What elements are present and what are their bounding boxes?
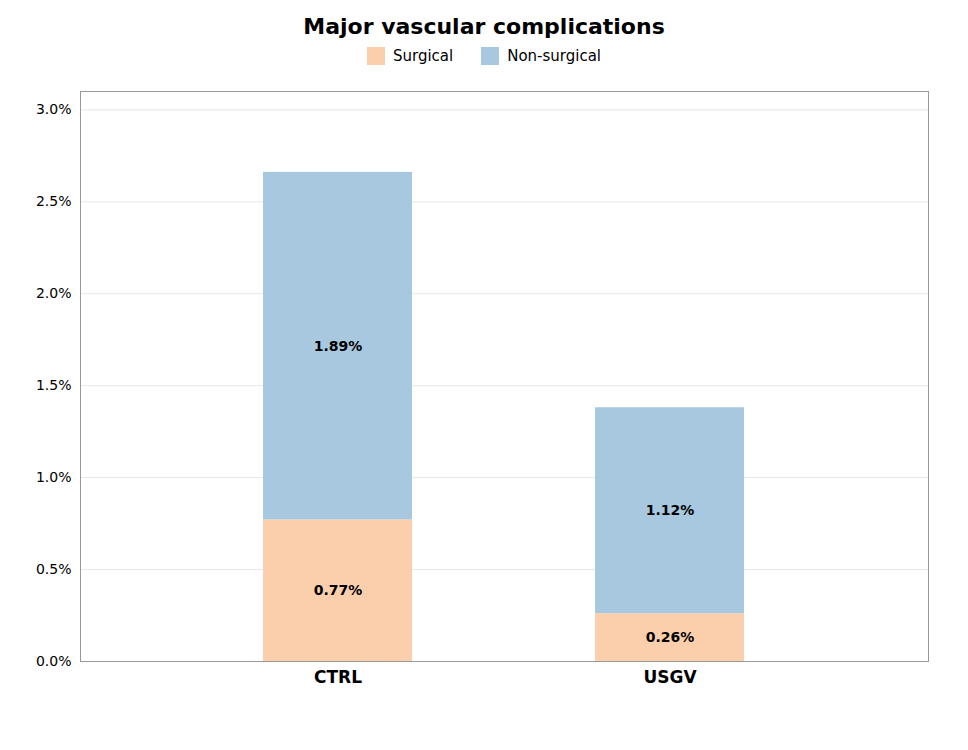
html-text:Non-surgical: Non-surgical bbox=[507, 47, 601, 65]
svg-text:2.0%: 2.0% bbox=[36, 285, 72, 301]
svg-text:3.0%: 3.0% bbox=[36, 101, 72, 117]
svg-text:0.0%: 0.0% bbox=[36, 653, 72, 669]
html-text:Major vascular complications: Major vascular complications bbox=[303, 14, 665, 39]
svg-text:1.0%: 1.0% bbox=[36, 469, 72, 485]
svg-text:0.77%: 0.77% bbox=[314, 582, 363, 598]
svg-text:0.5%: 0.5% bbox=[36, 561, 72, 577]
svg-text:USGV: USGV bbox=[643, 667, 697, 687]
html-text:Surgical: Surgical bbox=[393, 47, 454, 65]
svg-text:1.89%: 1.89% bbox=[314, 338, 363, 354]
svg-text:1.12%: 1.12% bbox=[646, 502, 695, 518]
svg-text:1.5%: 1.5% bbox=[36, 377, 72, 393]
svg-text:CTRL: CTRL bbox=[314, 667, 362, 687]
svg-text:2.5%: 2.5% bbox=[36, 193, 72, 209]
svg-text:0.26%: 0.26% bbox=[646, 629, 695, 645]
